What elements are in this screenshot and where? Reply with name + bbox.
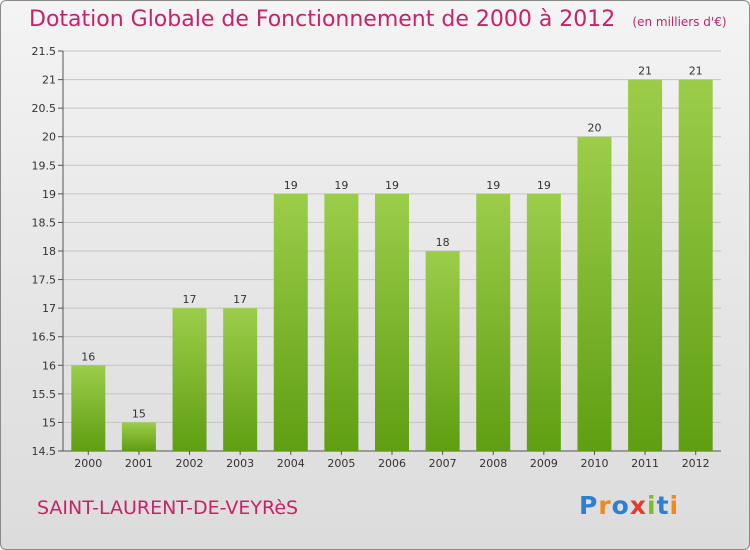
- bar-2003: [223, 308, 258, 451]
- value-label: 19: [334, 179, 348, 192]
- chart-unit: (en milliers d'€): [632, 15, 727, 29]
- x-tick-label: 2008: [479, 457, 507, 470]
- logo-letter: r: [598, 491, 612, 520]
- logo-letter: x: [629, 491, 647, 520]
- y-tick-label: 20: [42, 131, 56, 144]
- value-label: 16: [81, 350, 95, 363]
- logo-letter: i: [647, 491, 657, 520]
- chart-title: Dotation Globale de Fonctionnement de 20…: [29, 7, 616, 32]
- logo-letter: i: [669, 491, 680, 520]
- value-label: 19: [284, 179, 298, 192]
- x-tick-label: 2000: [74, 457, 102, 470]
- labels: 14.5 15 15.5 16 16.5 17 17.5 18 18.5 19 19.5 20 20.5…: [32, 45, 710, 470]
- y-tick-label: 21.5: [32, 45, 57, 58]
- bar-2002: [172, 308, 207, 451]
- bar-2010: [577, 136, 612, 451]
- bar-2009: [526, 193, 561, 451]
- y-tick-label: 15: [42, 416, 56, 429]
- bar-2001: [121, 422, 156, 451]
- y-tick-label: 20.5: [32, 102, 57, 115]
- bar-2012: [678, 79, 713, 452]
- bar-2007: [425, 251, 460, 451]
- value-label: 17: [233, 293, 247, 306]
- y-tick-label: 17.5: [32, 274, 57, 287]
- y-tick-label: 18.5: [32, 216, 57, 229]
- value-label: 19: [486, 179, 500, 192]
- y-tick-label: 18: [42, 245, 56, 258]
- x-tick-label: 2004: [277, 457, 305, 470]
- bar-2008: [476, 193, 511, 451]
- x-tick-label: 2011: [631, 457, 659, 470]
- y-tick-label: 19: [42, 188, 56, 201]
- y-tick-label: 15.5: [32, 388, 57, 401]
- y-tick-label: 17: [42, 302, 56, 315]
- logo-letter: t: [656, 491, 670, 520]
- value-label: 21: [689, 65, 703, 78]
- title-row: Dotation Globale de Fonctionnement de 20…: [29, 7, 727, 32]
- value-label: 20: [587, 122, 601, 135]
- x-tick-label: 2006: [378, 457, 406, 470]
- commune-name: SAINT-LAURENT-DE-VEYRèS: [37, 497, 299, 519]
- value-label: 19: [385, 179, 399, 192]
- y-tick-label: 16: [42, 359, 56, 372]
- value-label: 17: [183, 293, 197, 306]
- bar-2011: [628, 79, 663, 452]
- y-tick-label: 16.5: [32, 331, 57, 344]
- value-label: 21: [638, 65, 652, 78]
- bar-2000: [71, 365, 106, 451]
- x-tick-label: 2010: [580, 457, 608, 470]
- y-tick-label: 19.5: [32, 159, 57, 172]
- bar-2006: [375, 193, 409, 451]
- x-tick-label: 2007: [429, 457, 457, 470]
- logo-letter: o: [611, 491, 630, 520]
- y-tick-label: 21: [42, 74, 56, 87]
- bar-2004: [273, 193, 308, 451]
- y-tick-label: 14.5: [32, 445, 57, 458]
- x-tick-label: 2012: [682, 457, 710, 470]
- x-tick-label: 2001: [125, 457, 153, 470]
- value-label: 15: [132, 407, 146, 420]
- bar-2005: [324, 193, 359, 451]
- bars: [71, 79, 713, 452]
- x-tick-label: 2002: [176, 457, 204, 470]
- logo-letter: P: [579, 491, 599, 520]
- value-label: 19: [537, 179, 551, 192]
- proxiti-logo[interactable]: Proxiti: [579, 491, 679, 520]
- x-tick-label: 2005: [327, 457, 355, 470]
- x-tick-label: 2003: [226, 457, 254, 470]
- x-tick-label: 2009: [530, 457, 558, 470]
- value-label: 18: [436, 236, 450, 249]
